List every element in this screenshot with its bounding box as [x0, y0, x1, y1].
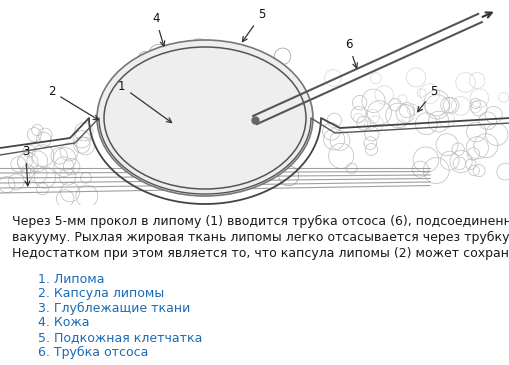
Text: 4. Кожа: 4. Кожа [38, 316, 89, 330]
Text: 6. Трубка отсоса: 6. Трубка отсоса [38, 346, 148, 358]
Text: 5: 5 [242, 8, 265, 42]
Ellipse shape [97, 40, 313, 196]
Text: 1. Липома: 1. Липома [38, 273, 104, 286]
Text: вакууму. Рыхлая жировая ткань липомы легко отсасывается через трубку.: вакууму. Рыхлая жировая ткань липомы лег… [12, 231, 509, 244]
Text: Через 5-мм прокол в липому (1) вводится трубка отсоса (6), подсоединенная к: Через 5-мм прокол в липому (1) вводится … [12, 215, 509, 228]
Text: 5: 5 [417, 85, 437, 112]
Text: Недостатком при этом является то, что капсула липомы (2) может сохранятся.: Недостатком при этом является то, что ка… [12, 247, 509, 260]
Text: 1: 1 [118, 80, 172, 123]
Text: 2: 2 [48, 85, 98, 120]
Text: 6: 6 [344, 38, 357, 68]
Text: 5. Подкожная клетчатка: 5. Подкожная клетчатка [38, 331, 202, 344]
Text: 2. Капсула липомы: 2. Капсула липомы [38, 288, 164, 300]
Text: 3: 3 [22, 145, 30, 186]
Text: 4: 4 [152, 12, 164, 46]
Text: 3. Глублежащие ткани: 3. Глублежащие ткани [38, 302, 190, 315]
